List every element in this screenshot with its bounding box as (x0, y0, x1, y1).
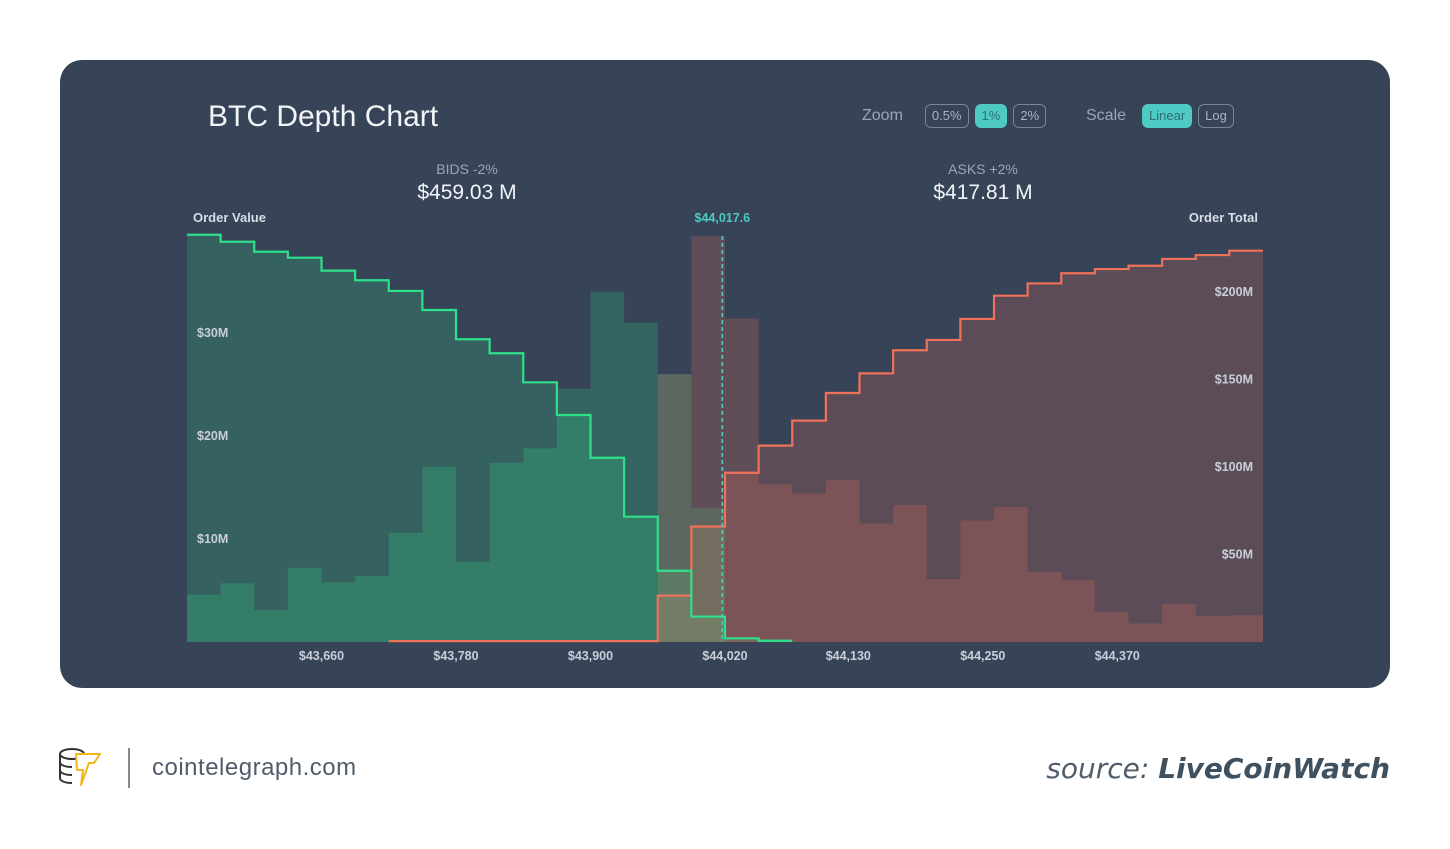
asks-summary: ASKS +2% $417.81 M (883, 161, 1083, 205)
bid-order-value-bar (456, 561, 490, 642)
bid-order-value-bar (187, 594, 221, 642)
scale-label: Scale (1086, 107, 1127, 124)
source-credit: source: LiveCoinWatch (1046, 752, 1390, 785)
ask-order-value-bar (926, 579, 961, 642)
x-axis-tick: $43,900 (568, 649, 613, 663)
zoom-0-5-button[interactable]: 0.5% (924, 104, 969, 128)
scale-log-button[interactable]: Log (1198, 104, 1234, 128)
scale-control: Scale Linear Log (1086, 104, 1234, 128)
right-axis-tick: $200M (1215, 285, 1253, 299)
bid-order-value-bar (691, 508, 725, 642)
bids-label: BIDS -2% (436, 161, 498, 177)
bid-order-value-bar (657, 374, 692, 642)
ask-order-value-bar (1094, 612, 1129, 642)
right-axis-tick: $150M (1215, 373, 1253, 387)
asks-label: ASKS +2% (948, 161, 1018, 177)
ask-order-value-bar (960, 520, 994, 642)
bid-order-value-bar (422, 466, 456, 642)
bid-order-value-bar (321, 582, 356, 642)
ask-order-value-bar (1128, 623, 1163, 642)
ask-order-value-bar (893, 505, 927, 642)
ask-order-value-bar (1027, 571, 1062, 642)
scale-linear-button[interactable]: Linear (1142, 104, 1193, 128)
zoom-control: Zoom 0.5% 1% 2% (862, 104, 1047, 128)
zoom-2-button[interactable]: 2% (1013, 104, 1047, 128)
ask-order-value-bar (725, 318, 759, 642)
bid-order-value-bar (556, 388, 591, 642)
bid-order-value-bar (254, 610, 288, 642)
bid-order-value-bar (590, 291, 625, 642)
ask-order-value-bar (691, 236, 725, 642)
source-prefix: source: (1046, 752, 1150, 785)
zoom-1-button[interactable]: 1% (974, 104, 1008, 128)
mid-price-label: $44,017.6 (695, 211, 751, 225)
ask-order-value-bar (1162, 603, 1196, 642)
zoom-label: Zoom (862, 107, 903, 124)
asks-total-line (388, 249, 1263, 643)
right-axis-tick: $100M (1215, 460, 1253, 474)
chart-title: BTC Depth Chart (208, 100, 439, 133)
ask-order-value-bar (758, 484, 793, 642)
bid-order-value-bar (624, 322, 658, 642)
right-axis-title: Order Total (1188, 210, 1258, 225)
bid-order-value-bar (355, 576, 389, 642)
left-axis-title: Order Value (193, 210, 266, 225)
ask-order-value-bar (994, 507, 1028, 642)
bid-order-value-bar (523, 448, 557, 642)
ask-order-value-bar (1195, 616, 1230, 642)
x-axis-tick: $43,660 (299, 649, 344, 663)
chart-panel (60, 60, 1390, 688)
left-axis-tick: $10M (197, 532, 228, 546)
asks-total-area (388, 250, 1263, 642)
x-axis-tick: $44,250 (960, 649, 1005, 663)
ask-order-value-bar (825, 480, 860, 642)
bids-total-area (187, 234, 793, 642)
asks-value: $417.81 M (933, 181, 1033, 204)
x-axis-tick: $44,020 (702, 649, 747, 663)
ask-order-value-bar (859, 523, 894, 642)
x-axis-tick: $43,780 (433, 649, 478, 663)
left-axis-tick: $30M (197, 326, 228, 340)
x-axis-tick: $44,130 (826, 649, 871, 663)
ask-order-value-bar (657, 374, 692, 642)
ask-order-value-bar (1061, 580, 1095, 642)
left-axis-tick: $20M (197, 429, 228, 443)
bids-summary: BIDS -2% $459.03 M (367, 161, 567, 205)
ask-order-value-bar (792, 493, 826, 642)
bid-order-value-bar (287, 567, 322, 642)
bids-value: $459.03 M (417, 181, 517, 204)
brand-divider (128, 748, 130, 788)
bid-order-value-bar (220, 583, 255, 642)
bids-total-line (187, 233, 793, 642)
right-axis-tick: $50M (1222, 548, 1253, 562)
brand-domain: cointelegraph.com (152, 754, 357, 781)
bid-order-value-bar (489, 462, 524, 642)
cointelegraph-logo-icon (59, 748, 101, 786)
bid-order-value-bar (388, 532, 423, 642)
source-name: LiveCoinWatch (1158, 752, 1390, 785)
ask-order-value-bar (1229, 615, 1263, 642)
cointelegraph-brand: cointelegraph.com (58, 746, 357, 790)
x-axis-tick: $44,370 (1095, 649, 1140, 663)
